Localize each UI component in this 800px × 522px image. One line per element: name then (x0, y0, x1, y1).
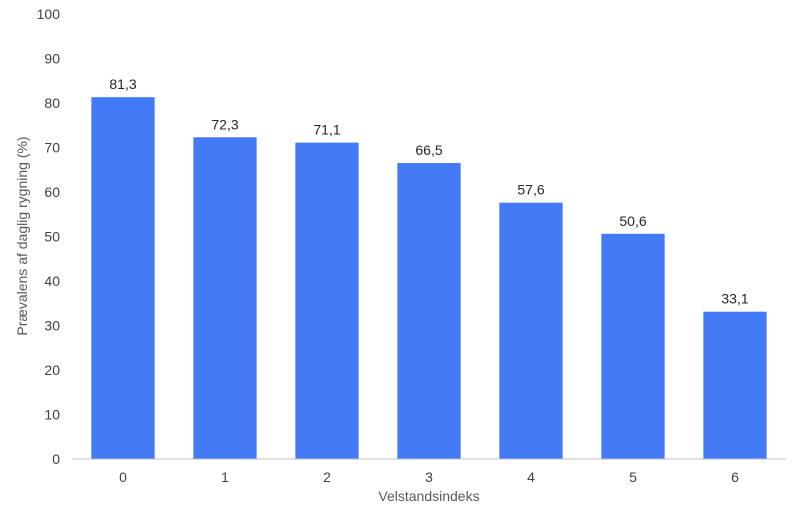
bar-value-label: 57,6 (517, 182, 544, 198)
bar-value-label: 50,6 (619, 213, 646, 229)
y-tick-label: 70 (44, 140, 60, 156)
y-tick-label: 10 (44, 407, 60, 423)
x-tick-label: 1 (221, 469, 229, 485)
bar (397, 163, 461, 459)
y-tick-label: 80 (44, 95, 60, 111)
y-axis-ticks: 0 10 20 30 40 50 60 70 80 90 100 (37, 6, 61, 467)
bar (703, 311, 767, 459)
x-tick-label: 6 (731, 469, 739, 485)
bar (91, 97, 155, 459)
bar-value-label: 81,3 (109, 76, 136, 92)
x-axis-ticks: 0 1 2 3 4 5 6 (119, 469, 739, 485)
y-tick-label: 100 (37, 6, 61, 22)
bar (295, 142, 359, 460)
y-axis-title: Prævalens af daglig rygning (%) (14, 136, 30, 335)
bar-value-label: 33,1 (721, 291, 748, 307)
data-labels: 81,3 72,3 71,1 66,5 57,6 50,6 33,1 (109, 76, 748, 306)
x-axis-title: Velstandsindeks (378, 488, 479, 504)
bar-value-label: 71,1 (313, 122, 340, 138)
y-tick-label: 20 (44, 362, 60, 378)
bar (193, 137, 257, 459)
y-tick-label: 0 (52, 451, 60, 467)
y-tick-label: 60 (44, 184, 60, 200)
bars (91, 97, 767, 460)
y-tick-label: 40 (44, 273, 60, 289)
y-tick-label: 50 (44, 229, 60, 245)
y-tick-label: 90 (44, 51, 60, 67)
x-tick-label: 0 (119, 469, 127, 485)
y-tick-label: 30 (44, 318, 60, 334)
x-tick-label: 4 (527, 469, 535, 485)
bar-value-label: 72,3 (211, 116, 238, 132)
x-tick-label: 5 (629, 469, 637, 485)
bar (601, 233, 665, 459)
x-tick-label: 2 (323, 469, 331, 485)
x-tick-label: 3 (425, 469, 433, 485)
bar-value-label: 66,5 (415, 142, 442, 158)
bar (499, 202, 563, 459)
